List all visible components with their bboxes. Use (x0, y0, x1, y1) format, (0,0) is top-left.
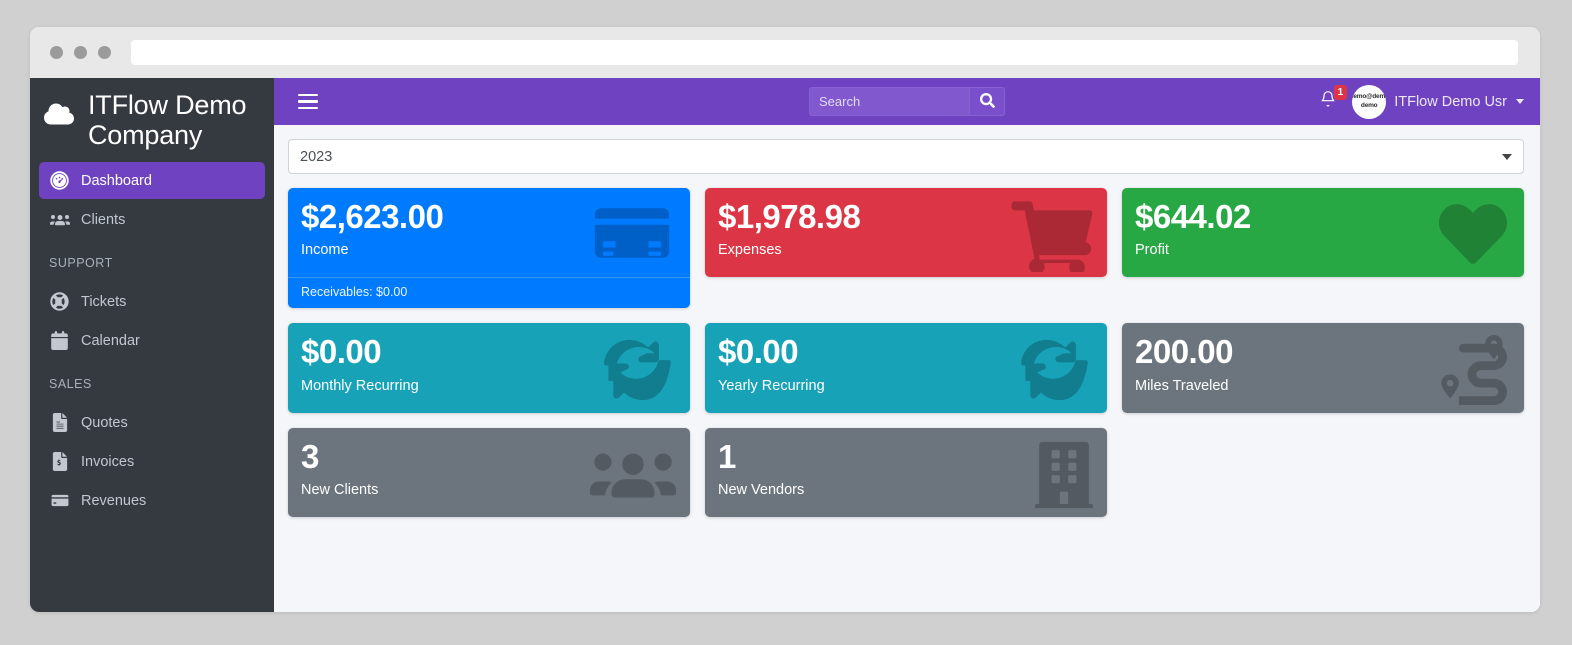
file-invoice-dollar-icon (49, 451, 70, 472)
hamburger-icon[interactable] (298, 93, 318, 110)
maximize-window-dot[interactable] (98, 46, 111, 59)
sidebar-item-invoices[interactable]: Invoices (39, 443, 265, 480)
stat-card-value: $0.00 (718, 333, 799, 371)
year-select[interactable]: 2023 (288, 139, 1524, 174)
window-traffic-lights (50, 46, 111, 59)
sidebar-item-label: Calendar (81, 332, 140, 349)
stat-card-expenses[interactable]: $1,978.98 Expenses (705, 188, 1107, 278)
stat-card-profit[interactable]: $644.02 Profit (1122, 188, 1524, 278)
sidebar-nav-sales: Quotes Invoices Re (30, 404, 274, 519)
user-name-label: ITFlow Demo Usr (1394, 93, 1507, 110)
navbar-search (809, 87, 1005, 116)
sidebar-item-label: Dashboard (81, 172, 152, 189)
notification-count-badge: 1 (1333, 85, 1348, 100)
avatar-line-2: demo (1360, 101, 1378, 109)
chevron-down-icon (1516, 99, 1524, 104)
tachometer-icon (49, 170, 70, 191)
stat-card-income[interactable]: $2,623.00 Income Receivables: $0.00 (288, 188, 690, 309)
stat-card-grid: $2,623.00 Income Receivables: $0.00 (288, 188, 1524, 532)
sidebar-nav-support: Tickets Calendar (30, 283, 274, 359)
close-window-dot[interactable] (50, 46, 63, 59)
stat-card-label: Yearly Recurring (718, 377, 825, 394)
dashboard-content: 2023 $2,623.00 Income (274, 125, 1540, 612)
sidebar-item-clients[interactable]: Clients (39, 201, 265, 238)
cloud-icon (40, 99, 78, 129)
sidebar-item-quotes[interactable]: Quotes (39, 404, 265, 441)
sidebar-item-label: Invoices (81, 453, 135, 470)
life-ring-icon (49, 291, 70, 312)
search-icon (979, 92, 995, 111)
stat-card-label: Income (301, 242, 349, 259)
stat-card-value: 200.00 (1135, 333, 1233, 371)
user-menu[interactable]: demo@demo demo ITFlow Demo Usr (1352, 84, 1524, 119)
stat-card-new-vendors[interactable]: 1 New Vendors (705, 427, 1107, 517)
stat-card-value: $644.02 (1135, 198, 1251, 235)
stat-card-monthly-recurring[interactable]: $0.00 Monthly Recurring (288, 323, 690, 413)
sidebar-brand-label: ITFlow Demo Company (88, 90, 247, 151)
stat-card-label: Miles Traveled (1135, 377, 1229, 394)
stat-card-label: New Vendors (718, 481, 805, 498)
address-bar[interactable] (131, 40, 1518, 65)
main-area: 1 demo@demo demo ITFlow Demo Usr (274, 78, 1540, 612)
stat-card-body: $644.02 Profit (1122, 188, 1524, 277)
sidebar-brand[interactable]: ITFlow Demo Company (30, 78, 274, 156)
stat-card-value: $1,978.98 (718, 198, 861, 235)
minimize-window-dot[interactable] (74, 46, 87, 59)
stat-card-miles-traveled[interactable]: 200.00 Miles Traveled (1122, 323, 1524, 413)
sidebar-item-label: Quotes (81, 414, 128, 431)
stat-card-value: 1 (718, 437, 736, 475)
sidebar-section-header-sales: SALES (49, 377, 92, 392)
browser-window: ITFlow Demo Company (30, 27, 1540, 612)
sidebar-section-header-support: SUPPORT (49, 256, 113, 271)
top-navbar: 1 demo@demo demo ITFlow Demo Usr (274, 78, 1540, 125)
stat-card-value: 3 (301, 437, 319, 475)
sidebar-item-tickets[interactable]: Tickets (39, 283, 265, 320)
year-filter: 2023 (288, 139, 1524, 174)
avatar-line-1: demo@demo (1352, 93, 1386, 101)
sidebar-item-calendar[interactable]: Calendar (39, 322, 265, 359)
stat-card-footer[interactable]: Receivables: $0.00 (288, 277, 690, 308)
stat-card-label: Profit (1135, 242, 1169, 259)
stat-card-label: New Clients (301, 481, 379, 498)
stat-card-body: 3 New Clients (288, 428, 690, 517)
stat-card-value: $0.00 (301, 333, 382, 371)
calendar-icon (49, 330, 70, 351)
stat-card-label: Monthly Recurring (301, 377, 419, 394)
avatar: demo@demo demo (1352, 84, 1387, 119)
sidebar: ITFlow Demo Company (30, 78, 274, 612)
sidebar-item-revenues[interactable]: Revenues (39, 482, 265, 519)
stat-card-yearly-recurring[interactable]: $0.00 Yearly Recurring (705, 323, 1107, 413)
sidebar-item-label: Revenues (81, 492, 147, 509)
search-button[interactable] (970, 87, 1005, 116)
stat-card-body: $2,623.00 Income (288, 188, 690, 277)
sidebar-item-dashboard[interactable]: Dashboard (39, 162, 265, 200)
stat-card-body: 1 New Vendors (705, 428, 1107, 517)
stat-card-body: $0.00 Monthly Recurring (288, 323, 690, 412)
page-viewport: ITFlow Demo Company (30, 78, 1540, 612)
sidebar-nav-primary: Dashboard Clients (30, 162, 274, 238)
stat-card-body: $0.00 Yearly Recurring (705, 323, 1107, 412)
sidebar-item-label: Clients (81, 211, 126, 228)
bell-icon (1320, 90, 1336, 113)
stat-card-new-clients[interactable]: 3 New Clients (288, 427, 690, 517)
notifications-button[interactable]: 1 (1318, 85, 1348, 115)
navbar-right: 1 demo@demo demo ITFlow Demo Usr (1318, 84, 1524, 119)
credit-card-icon (49, 490, 70, 511)
stat-card-value: $2,623.00 (301, 198, 444, 235)
users-icon (49, 209, 70, 230)
stat-card-body: $1,978.98 Expenses (705, 188, 1107, 277)
stat-card-label: Expenses (718, 242, 782, 259)
stat-card-body: 200.00 Miles Traveled (1122, 323, 1524, 412)
file-quote-icon (49, 412, 70, 433)
browser-chrome (30, 27, 1540, 78)
sidebar-item-label: Tickets (81, 293, 127, 310)
search-input[interactable] (809, 87, 970, 116)
